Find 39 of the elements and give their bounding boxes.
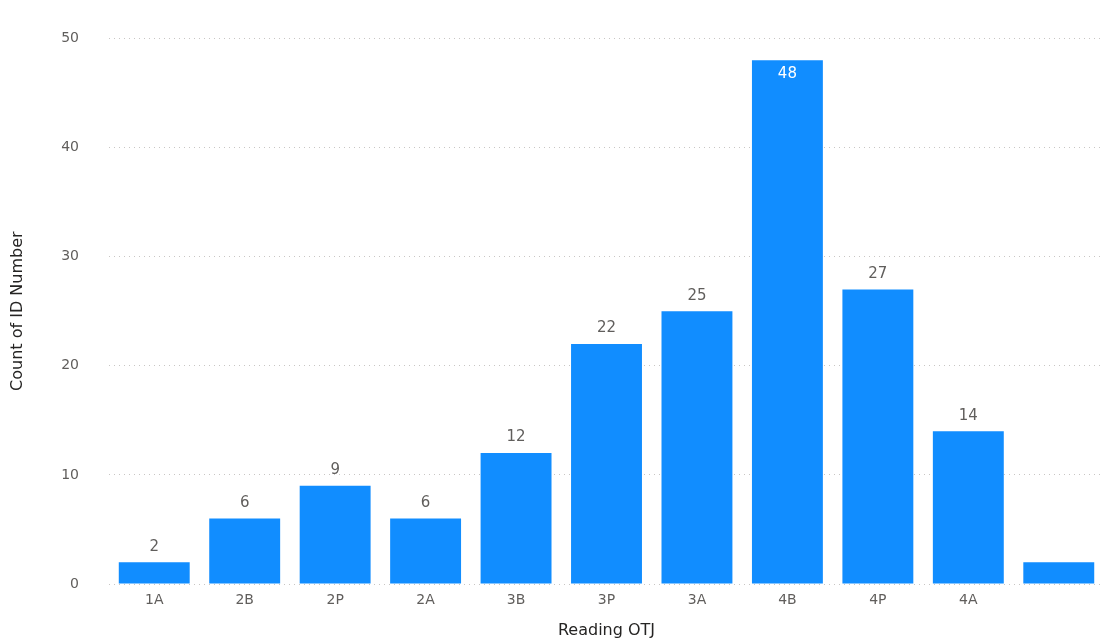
y-tick-label: 40 — [61, 138, 80, 155]
bar — [118, 562, 190, 584]
bar — [299, 485, 371, 584]
y-tick-label: 30 — [61, 247, 80, 264]
bar — [842, 289, 914, 584]
x-tick-label: 3B — [506, 591, 526, 608]
data-label: 48 — [777, 63, 797, 82]
y-tick-label: 10 — [61, 465, 80, 482]
x-tick-label: 4P — [869, 591, 887, 608]
x-tick-label: 3A — [687, 591, 707, 608]
y-axis-title: Count of ID Number — [6, 231, 26, 391]
x-tick-label: 2B — [235, 591, 254, 608]
y-tick-label: 20 — [61, 356, 80, 373]
data-label: 9 — [330, 460, 340, 479]
data-label: 2 — [149, 536, 160, 555]
bar — [1023, 562, 1095, 584]
bar — [209, 518, 281, 584]
bar — [390, 518, 462, 584]
x-tick-label: 2P — [326, 591, 344, 608]
x-axis-title: Reading OTJ — [557, 619, 656, 639]
y-tick-label: 50 — [61, 29, 80, 46]
x-tick-label: 3P — [597, 591, 616, 608]
data-label: 14 — [958, 405, 978, 424]
data-label: 6 — [420, 492, 431, 511]
x-tick-label: 1A — [145, 591, 164, 608]
bar — [571, 343, 642, 584]
data-label: 27 — [868, 263, 888, 282]
data-label: 12 — [506, 427, 526, 446]
bar — [661, 311, 733, 584]
y-tick-label: 0 — [70, 574, 80, 591]
x-tick-label: 4A — [959, 591, 978, 608]
bar — [932, 431, 1004, 584]
x-tick-label: 4B — [778, 591, 797, 608]
data-label: 25 — [687, 285, 707, 304]
x-tick-label: 2A — [416, 591, 436, 608]
data-label: 6 — [239, 492, 250, 511]
bar — [480, 453, 552, 584]
bar — [751, 60, 823, 584]
data-label: 22 — [596, 318, 617, 337]
